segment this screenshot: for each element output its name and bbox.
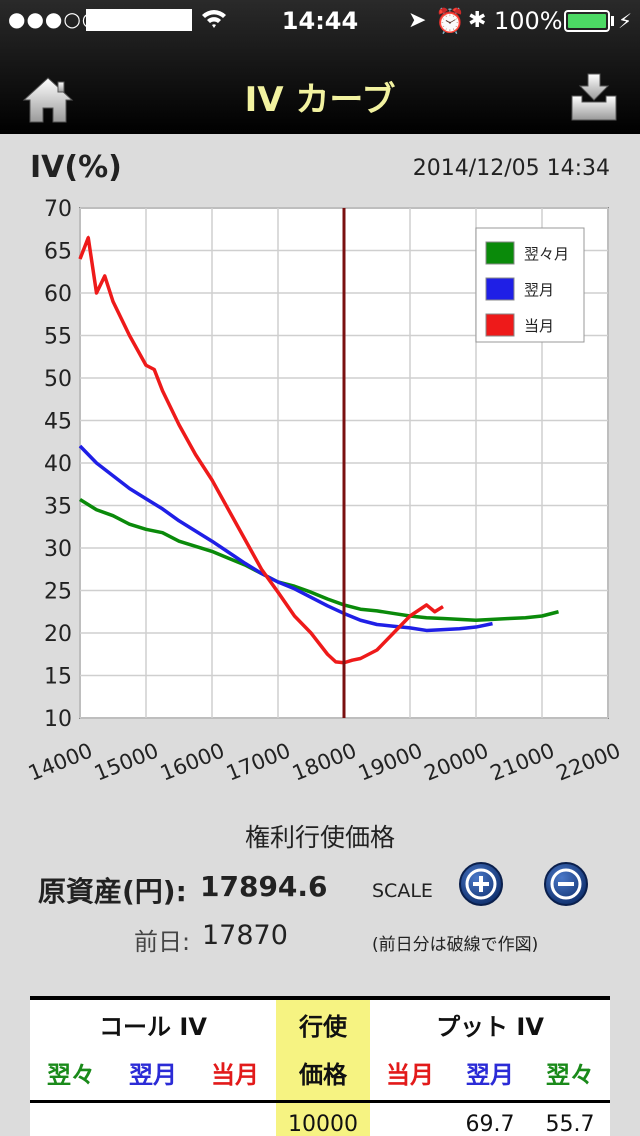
battery-tip <box>611 16 614 26</box>
legend-label: 翌々月 <box>524 245 569 263</box>
legend-label: 翌月 <box>524 281 554 299</box>
battery-icon <box>564 10 610 32</box>
put-after-next-cell: 55.7 <box>545 1112 595 1136</box>
battery-percent: 100% <box>494 7 563 35</box>
alarm-icon: ⏰ <box>435 7 465 35</box>
legend-swatch <box>485 241 515 265</box>
put-col-next: 翌月 <box>466 1061 514 1089</box>
charging-bolt-icon: ⚡ <box>618 9 633 33</box>
signal-strength: ●●●○○ <box>8 7 101 31</box>
battery-fill <box>568 14 606 28</box>
strike-header-bottom: 価格 <box>276 1050 370 1100</box>
y-tick-label: 40 <box>44 452 72 477</box>
wifi-icon <box>200 6 228 37</box>
y-tick-label: 35 <box>44 495 72 520</box>
y-tick-label: 15 <box>44 665 72 690</box>
y-tick-label: 30 <box>44 537 72 562</box>
iv-table: コール IV 行使 プット IV 翌々 翌月 当月 価格 当月 翌月 翌々 10… <box>30 996 610 1136</box>
underlying-label: 原資産(円): <box>38 875 187 908</box>
header-divider <box>30 1100 610 1103</box>
call-iv-header: コール IV <box>99 1013 207 1041</box>
put-col-after-next: 翌々 <box>546 1061 594 1089</box>
legend-swatch <box>485 313 515 337</box>
y-tick-label: 55 <box>44 325 72 350</box>
clock: 14:44 <box>281 7 359 35</box>
put-col-current: 当月 <box>386 1061 434 1089</box>
y-tick-label: 10 <box>44 707 72 732</box>
y-tick-label: 25 <box>44 580 72 605</box>
call-col-current: 当月 <box>211 1061 259 1089</box>
top-bar: ●●●○○ 14:44 ➤ ⏰ ✱ 100% ⚡ IV カーブ <box>0 0 640 134</box>
previous-close-label: 前日: <box>134 928 191 956</box>
dashed-line-note: (前日分は破線で作図) <box>372 935 539 955</box>
series-line <box>78 236 444 665</box>
legend-label: 当月 <box>524 317 554 335</box>
x-axis-title: 権利行使価格 <box>244 823 395 852</box>
page-title: IV カーブ <box>244 80 396 120</box>
previous-close-value: 17870 <box>202 920 288 951</box>
plus-circle-icon[interactable] <box>458 861 504 907</box>
minus-circle-icon[interactable] <box>543 861 589 907</box>
series-lines <box>78 236 559 665</box>
carrier-redacted <box>86 9 192 31</box>
iv-axis-title: IV(%) <box>30 150 122 185</box>
y-tick-label: 20 <box>44 622 72 647</box>
underlying-value: 17894.6 <box>200 870 328 903</box>
strike-cell-bg <box>276 1103 370 1136</box>
download-tray-icon[interactable] <box>566 70 622 126</box>
call-col-after-next: 翌々 <box>47 1061 95 1089</box>
put-next-cell: 69.7 <box>465 1112 515 1136</box>
timestamp: 2014/12/05 14:34 <box>412 156 610 181</box>
call-col-next: 翌月 <box>129 1061 177 1089</box>
put-iv-header: プット IV <box>436 1013 544 1041</box>
strike-cell: 10000 <box>288 1112 358 1136</box>
y-tick-label: 50 <box>44 367 72 392</box>
strike-header-top: 行使 <box>276 1000 370 1050</box>
bluetooth-icon: ✱ <box>468 8 487 33</box>
y-tick-label: 65 <box>44 240 72 265</box>
y-tick-label: 70 <box>44 197 72 222</box>
y-tick-label: 60 <box>44 282 72 307</box>
legend-swatch <box>485 277 515 301</box>
location-arrow-icon: ➤ <box>408 8 427 33</box>
scale-label: SCALE <box>372 880 433 902</box>
y-tick-label: 45 <box>44 410 72 435</box>
y-tick-labels: 10 15 20 25 30 35 40 45 50 55 60 65 70 <box>44 197 72 732</box>
series-line <box>79 498 559 622</box>
home-icon[interactable] <box>22 74 74 126</box>
series-line <box>78 444 493 633</box>
